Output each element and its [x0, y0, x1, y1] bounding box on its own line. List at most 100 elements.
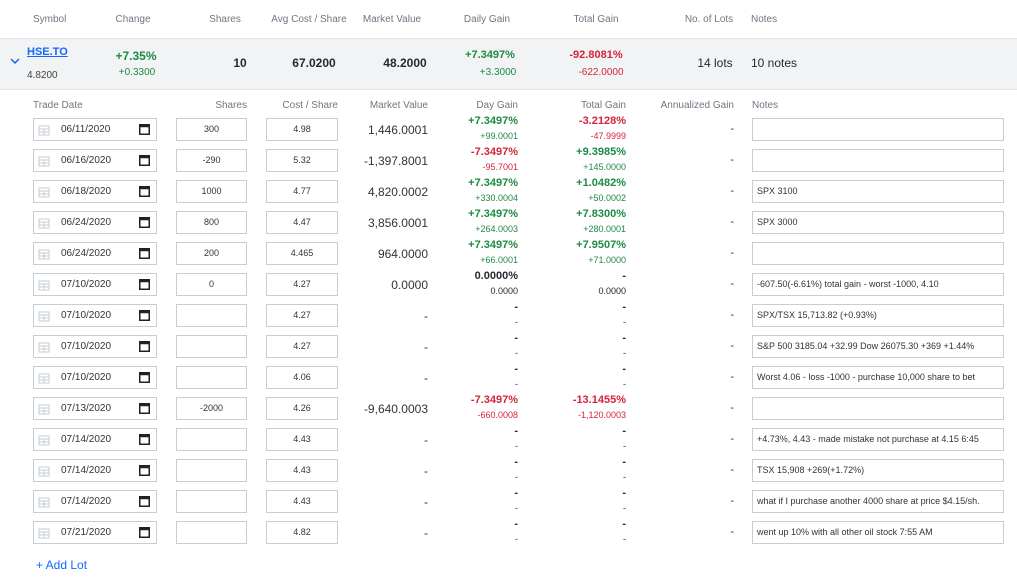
lot-shares-input[interactable]: 0: [176, 273, 247, 296]
lot-shares-input[interactable]: [176, 366, 247, 389]
lot-notes-input[interactable]: S&P 500 3185.04 +32.99 Dow 26075.30 +369…: [752, 335, 1004, 358]
lot-cost-input[interactable]: 4.27: [266, 335, 338, 358]
lot-cost-input[interactable]: 5.32: [266, 149, 338, 172]
trade-date-input[interactable]: 07/10/2020: [33, 366, 157, 389]
trade-date-input[interactable]: 07/10/2020: [33, 273, 157, 296]
lot-day-gain-abs: -: [515, 348, 518, 358]
header-daily-gain[interactable]: Daily Gain: [463, 14, 511, 25]
lot-cost-input[interactable]: 4.27: [266, 304, 338, 327]
date-picker-icon[interactable]: [139, 434, 150, 445]
lot-shares-input[interactable]: [176, 521, 247, 544]
lot-cost-input[interactable]: 4.77: [266, 180, 338, 203]
lot-notes-input[interactable]: SPX 3000: [752, 211, 1004, 234]
lot-notes-input[interactable]: TSX 15,908 +269(+1.72%): [752, 459, 1004, 482]
trade-date-input[interactable]: 07/21/2020: [33, 521, 157, 544]
lot-shares-input[interactable]: 1000: [176, 180, 247, 203]
lot-cost-input[interactable]: 4.82: [266, 521, 338, 544]
lot-cost-input[interactable]: 4.43: [266, 459, 338, 482]
date-picker-icon[interactable]: [139, 248, 150, 259]
date-picker-icon[interactable]: [139, 217, 150, 228]
lot-shares-input[interactable]: -290: [176, 149, 247, 172]
lot-total-gain-pct: -: [622, 301, 626, 313]
date-picker-icon[interactable]: [139, 341, 150, 352]
lot-shares-input[interactable]: [176, 304, 247, 327]
trade-date-input[interactable]: 07/10/2020: [33, 335, 157, 358]
trade-date-input[interactable]: 07/14/2020: [33, 459, 157, 482]
lot-notes-input[interactable]: [752, 397, 1004, 420]
lot-shares-input[interactable]: [176, 335, 247, 358]
holding-lots[interactable]: 14 lots: [697, 56, 733, 70]
lot-cost-input[interactable]: 4.43: [266, 490, 338, 513]
lot-day-gain-abs: +330.0004: [475, 193, 518, 203]
lot-shares-input[interactable]: -2000: [176, 397, 247, 420]
lot-market-value: -: [424, 340, 428, 354]
date-picker-icon[interactable]: [139, 403, 150, 414]
trade-date-input[interactable]: 06/24/2020: [33, 211, 157, 234]
date-picker-icon[interactable]: [139, 465, 150, 476]
trade-date-input[interactable]: 06/11/2020: [33, 118, 157, 141]
lot-notes-input[interactable]: [752, 242, 1004, 265]
lot-notes-input[interactable]: SPX/TSX 15,713.82 (+0.93%): [752, 304, 1004, 327]
date-picker-icon[interactable]: [139, 496, 150, 507]
lot-shares-input[interactable]: 300: [176, 118, 247, 141]
header-symbol[interactable]: Symbol: [33, 14, 67, 25]
calendar-icon: [38, 404, 50, 415]
lot-notes-input[interactable]: went up 10% with all other oil stock 7:5…: [752, 521, 1004, 544]
header-shares[interactable]: Shares: [209, 14, 241, 25]
lot-cost-input[interactable]: 4.43: [266, 428, 338, 451]
lot-annualized-gain: -: [730, 216, 734, 228]
trade-date-input[interactable]: 06/16/2020: [33, 149, 157, 172]
header-change[interactable]: Change: [115, 14, 151, 25]
lot-total-gain-pct: -: [622, 456, 626, 468]
lot-cost-input[interactable]: 4.47: [266, 211, 338, 234]
holding-daily-gain-abs: +3.3000: [479, 67, 517, 78]
header-avg-cost[interactable]: Avg Cost / Share: [271, 14, 347, 25]
trade-date-input[interactable]: 06/18/2020: [33, 180, 157, 203]
lot-day-gain-pct: -: [514, 456, 518, 468]
lot-shares-input[interactable]: [176, 490, 247, 513]
lot-cost-input[interactable]: 4.27: [266, 273, 338, 296]
date-picker-icon[interactable]: [139, 279, 150, 290]
lot-annualized-gain: -: [730, 371, 734, 383]
lot-cost-input[interactable]: 4.98: [266, 118, 338, 141]
lot-shares-input[interactable]: [176, 428, 247, 451]
date-picker-icon[interactable]: [139, 124, 150, 135]
holding-symbol-link[interactable]: HSE.TO: [27, 46, 68, 58]
lot-cost-input[interactable]: 4.465: [266, 242, 338, 265]
holding-notes[interactable]: 10 notes: [751, 56, 798, 70]
lot-notes-input[interactable]: SPX 3100: [752, 180, 1004, 203]
header-notes[interactable]: Notes: [751, 14, 778, 25]
add-lot-button[interactable]: + Add Lot: [36, 558, 88, 572]
chevron-down-icon[interactable]: [9, 55, 21, 67]
lot-row: 07/10/2020 4.27 - - - - - - SPX/TSX 15,713.82 (+…: [0, 301, 1017, 332]
lot-shares-input[interactable]: 200: [176, 242, 247, 265]
holding-row[interactable]: HSE.TO 4.8200 +7.35% +0.3300 10 67.0200 …: [0, 38, 1017, 90]
lot-notes-input[interactable]: Worst 4.06 - loss -1000 - purchase 10,00…: [752, 366, 1004, 389]
date-picker-icon[interactable]: [139, 186, 150, 197]
lot-notes-input[interactable]: [752, 149, 1004, 172]
trade-date-input[interactable]: 07/13/2020: [33, 397, 157, 420]
header-total-gain[interactable]: Total Gain: [573, 14, 619, 25]
lot-notes-input[interactable]: +4.73%, 4.43 - made mistake not purchase…: [752, 428, 1004, 451]
calendar-icon: [38, 125, 50, 136]
lot-notes-input[interactable]: [752, 118, 1004, 141]
trade-date-input[interactable]: 07/14/2020: [33, 428, 157, 451]
lot-notes-input[interactable]: what if I purchase another 4000 share at…: [752, 490, 1004, 513]
trade-date-input[interactable]: 06/24/2020: [33, 242, 157, 265]
date-picker-icon[interactable]: [139, 527, 150, 538]
date-picker-icon[interactable]: [139, 310, 150, 321]
lot-cost-input[interactable]: 4.26: [266, 397, 338, 420]
header-market-value[interactable]: Market Value: [362, 14, 422, 25]
header-lots[interactable]: No. of Lots: [684, 14, 734, 25]
trade-date-value: 07/10/2020: [61, 372, 112, 383]
date-picker-icon[interactable]: [139, 372, 150, 383]
lot-notes-input[interactable]: -607.50(-6.61%) total gain - worst -1000…: [752, 273, 1004, 296]
lot-shares-input[interactable]: [176, 459, 247, 482]
trade-date-input[interactable]: 07/10/2020: [33, 304, 157, 327]
lot-shares-input[interactable]: 800: [176, 211, 247, 234]
lot-cost-input[interactable]: 4.06: [266, 366, 338, 389]
calendar-icon: [38, 342, 50, 353]
trade-date-input[interactable]: 07/14/2020: [33, 490, 157, 513]
date-picker-icon[interactable]: [139, 155, 150, 166]
lot-day-gain-pct: -: [514, 487, 518, 499]
